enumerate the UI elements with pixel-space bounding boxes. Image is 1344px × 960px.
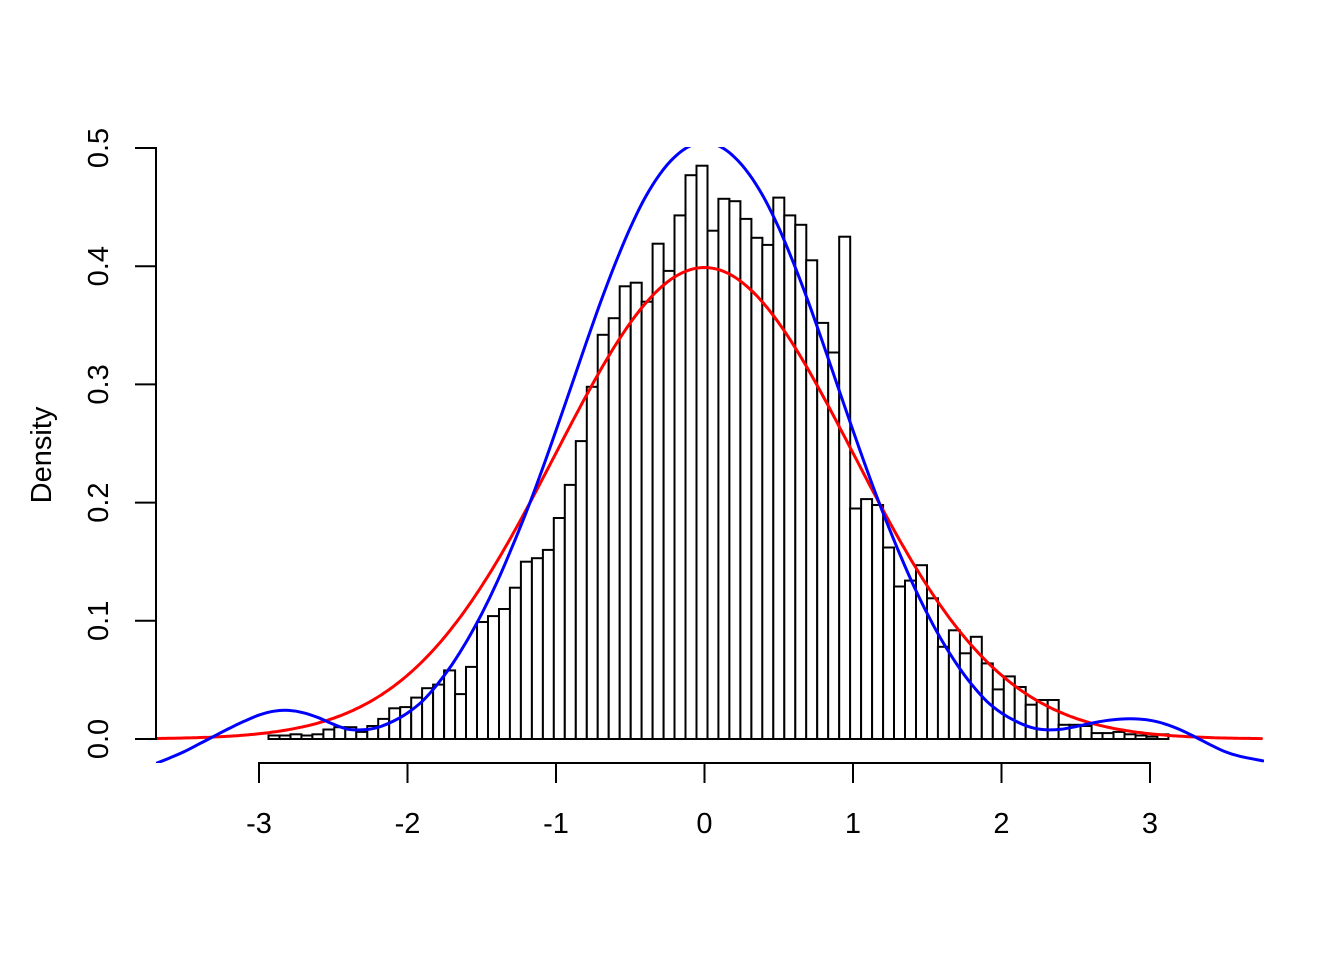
histogram-bar [1090, 732, 1104, 740]
density-estimate-path [156, 147, 1264, 763]
histogram-bar [958, 652, 972, 740]
x-tick-label: -3 [246, 808, 272, 840]
histogram-bar [563, 483, 577, 740]
histogram-bar [508, 586, 522, 741]
normal-curve [156, 266, 1263, 741]
density-curve [156, 147, 1264, 763]
histogram-bar [519, 560, 533, 741]
histogram-bar [487, 615, 500, 740]
histogram-bar [838, 235, 852, 740]
y-axis: 0.0 0.1 0.2 0.3 0.4 0.5 [83, 128, 157, 759]
histogram-bar [772, 196, 786, 741]
histogram-bar [673, 214, 687, 740]
histogram-bars [267, 164, 1170, 741]
x-tick-label: 1 [845, 808, 861, 840]
histogram-bar [476, 621, 489, 740]
y-tick-label: 0.1 [83, 601, 115, 641]
histogram-bar [849, 507, 863, 740]
x-tick-label: 3 [1142, 808, 1158, 840]
y-tick-label: 0.2 [83, 482, 115, 522]
histogram-bar [585, 385, 599, 740]
histogram-bar [1123, 733, 1137, 740]
histogram-bar [629, 281, 643, 740]
histogram-bar [904, 579, 917, 740]
histogram-bar [662, 269, 676, 740]
histogram-bar [717, 197, 731, 741]
x-tick-label: 2 [993, 808, 1009, 840]
histogram-bar [761, 243, 775, 740]
histogram-bar [728, 200, 742, 740]
histogram-bar [1046, 699, 1060, 740]
histogram-bar [289, 733, 303, 740]
histogram-bar [267, 734, 281, 740]
y-tick-label: 0.4 [83, 246, 115, 286]
histogram-bar [596, 333, 610, 740]
histogram-bar [816, 321, 830, 740]
plot-area [156, 147, 1264, 763]
histogram-bar [1134, 734, 1148, 740]
histogram-bar [607, 317, 621, 740]
histogram-bar [1024, 703, 1038, 741]
histogram-bar [377, 717, 391, 741]
histogram-bar [541, 548, 555, 741]
histogram-bar [882, 546, 896, 740]
histogram-bar [311, 733, 325, 740]
histogram-bar [530, 557, 544, 741]
histogram-bar [794, 223, 808, 741]
x-tick-label: 0 [696, 808, 712, 840]
histogram-bar [1112, 730, 1126, 741]
y-tick-label: 0.0 [83, 719, 115, 759]
histogram-bar [498, 608, 511, 740]
y-tick-label: 0.3 [83, 364, 115, 404]
histogram-bar [432, 683, 446, 740]
histogram-bar [893, 585, 906, 740]
histogram-bar [300, 734, 314, 740]
histogram-bar [871, 504, 885, 740]
histogram-bar [860, 498, 874, 740]
histogram-bar [443, 669, 457, 741]
histogram-bar [750, 236, 764, 741]
y-axis-title: Density [26, 406, 58, 503]
histogram-bar [1145, 735, 1159, 740]
histogram-bar [640, 300, 654, 740]
histogram-bar [947, 629, 961, 740]
histogram-bar [552, 517, 566, 740]
y-tick-label: 0.5 [83, 128, 115, 168]
histogram-bar [684, 174, 698, 740]
histogram-bar [574, 440, 588, 740]
x-axis: -3 -2 -1 0 1 2 3 [246, 762, 1158, 840]
histogram-bar [739, 217, 753, 740]
histogram-bar [1013, 686, 1027, 740]
histogram-bar [1079, 725, 1093, 740]
histogram-bar [1101, 732, 1115, 740]
histogram-bar [805, 259, 819, 740]
histogram-bar [651, 242, 665, 740]
theoretical-normal-path [156, 266, 1263, 741]
x-tick-label: -2 [395, 808, 421, 840]
x-tick-label: -1 [543, 808, 569, 840]
histogram-bar [278, 734, 292, 740]
histogram-bar [454, 693, 468, 740]
histogram-bar [936, 645, 950, 740]
histogram-bar [706, 229, 720, 740]
histogram-bar [465, 665, 478, 741]
histogram-bar [355, 730, 369, 741]
histogram-bar [618, 285, 632, 740]
histogram-bar [322, 728, 336, 740]
histogram-bar [783, 214, 797, 740]
histogram-bar [695, 164, 709, 740]
